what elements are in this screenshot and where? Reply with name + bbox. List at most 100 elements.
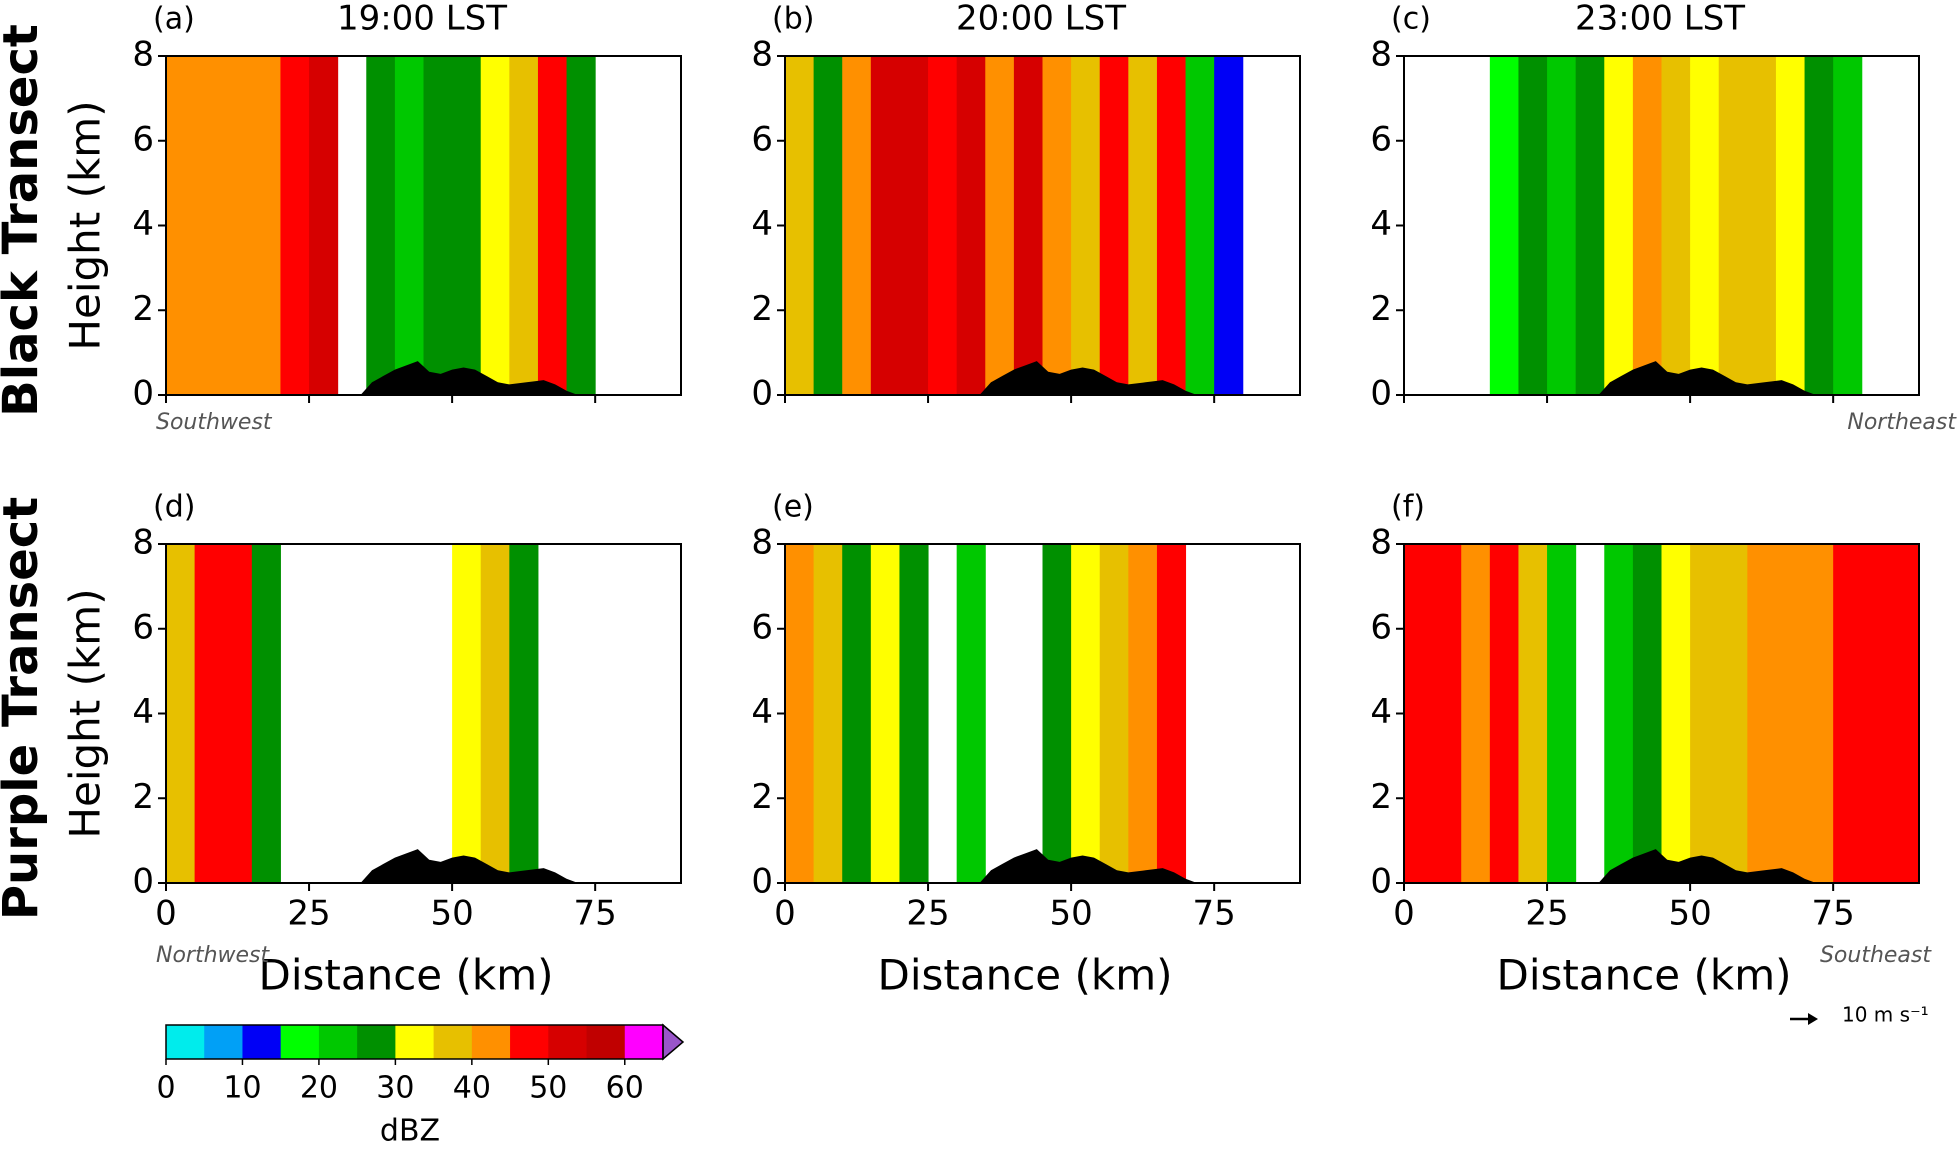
reflectivity-column [1042, 544, 1072, 883]
reflectivity-column [366, 56, 396, 395]
panel-title: 23:00 LST [1575, 0, 1745, 39]
y-tick-label: 2 [1370, 777, 1392, 817]
reflectivity-column [928, 56, 958, 395]
y-tick-label: 2 [751, 289, 773, 329]
terrain [1598, 361, 1816, 395]
colorbar-segment [624, 1025, 664, 1059]
y-tick-label: 6 [132, 607, 154, 647]
reflectivity-column [1099, 544, 1129, 883]
colorbar-extend [662, 1023, 685, 1061]
y-tick-label: 8 [132, 35, 154, 75]
reflectivity-column [166, 56, 196, 395]
reflectivity-column [1604, 544, 1634, 883]
colorbar-segment [510, 1025, 549, 1059]
colorbar-tick-label: 10 [223, 1071, 261, 1106]
colorbar-tick-label: 20 [300, 1071, 338, 1106]
reflectivity-column [956, 56, 986, 395]
x-tick-label: 50 [1049, 894, 1092, 934]
y-tick-label: 8 [1370, 35, 1392, 75]
y-tick-label: 6 [1370, 119, 1392, 159]
y-tick-label: 4 [132, 204, 154, 244]
reflectivity-column [870, 544, 900, 883]
vector-key-head [1808, 1013, 1818, 1025]
reflectivity-column [1690, 544, 1720, 883]
x-tick-label: 75 [1193, 894, 1236, 934]
reflectivity-column [509, 544, 539, 883]
y-tick-label: 2 [132, 289, 154, 329]
terrain [360, 849, 578, 883]
y-tick-label: 4 [1370, 692, 1392, 732]
reflectivity-column [1518, 56, 1548, 395]
x-tick-label: 50 [1668, 894, 1711, 934]
reflectivity-column [166, 544, 196, 883]
reflectivity-column [1833, 544, 1863, 883]
reflectivity-column [509, 56, 539, 395]
reflectivity-column [899, 544, 929, 883]
panel-label: (a) [153, 2, 195, 37]
y-tick-label: 4 [1370, 204, 1392, 244]
colorbar-tick-label: 60 [606, 1071, 644, 1106]
y-tick-label: 6 [1370, 607, 1392, 647]
panel-label: (f) [1391, 490, 1425, 525]
reflectivity-column [1833, 56, 1863, 395]
x-tick-label: 25 [906, 894, 949, 934]
reflectivity-column [1214, 56, 1244, 395]
y-tick-label: 2 [132, 777, 154, 817]
y-tick-label: 0 [751, 374, 773, 414]
reflectivity-column [309, 56, 339, 395]
colorbar-tick-label: 50 [529, 1071, 567, 1106]
reflectivity-column [1156, 56, 1187, 395]
y-tick-label: 2 [751, 777, 773, 817]
reflectivity-column [813, 56, 843, 395]
y-tick-label: 8 [751, 523, 773, 563]
panel: 0 2 4 6 8(a) 19:00 LST Height (km) Southwest [61, 0, 682, 435]
colorbar-segment [242, 1025, 282, 1059]
reflectivity-column [251, 544, 281, 883]
reflectivity-column [842, 544, 872, 883]
y-tick-label: 6 [751, 119, 773, 159]
colorbar-segment [395, 1025, 435, 1059]
reflectivity-column [480, 544, 510, 883]
reflectivity-column [1128, 544, 1158, 883]
reflectivity-column [1604, 56, 1634, 395]
x-tick-label: 0 [1393, 894, 1415, 934]
reflectivity-column [1775, 544, 1806, 883]
reflectivity-column [223, 544, 253, 883]
reflectivity-column [899, 56, 929, 395]
reflectivity-column [1718, 544, 1748, 883]
reflectivity-column [1718, 56, 1748, 395]
colorbar-segment [586, 1025, 626, 1059]
colorbar-segment [433, 1025, 473, 1059]
reflectivity-column [280, 56, 310, 395]
reflectivity-column [1747, 56, 1777, 395]
terrain [979, 361, 1197, 395]
row-label: Black Transect [0, 24, 49, 417]
colorbar-frame [165, 1024, 664, 1060]
reflectivity-column [1461, 544, 1491, 883]
panel-label: (d) [153, 490, 195, 525]
vector-key-label: 10 m s⁻¹ [1842, 1003, 1929, 1027]
colorbar-label: dBZ [380, 1114, 440, 1149]
colorbar-segment [166, 1025, 205, 1059]
panel: 0 2 4 6 8(c) 23:00 LST Northeast [1370, 0, 1957, 435]
y-tick-label: 0 [1370, 374, 1392, 414]
reflectivity-column [1042, 56, 1072, 395]
reflectivity-column [480, 56, 510, 395]
reflectivity-column [394, 56, 424, 395]
reflectivity-column [1432, 544, 1462, 883]
reflectivity-column [452, 544, 482, 883]
x-axis-label: Distance (km) [877, 951, 1172, 1000]
direction-label: Northwest [156, 943, 271, 968]
reflectivity-column [1747, 544, 1777, 883]
y-tick-label: 4 [751, 692, 773, 732]
panel: 0 2 4 6 8 0 25 50 75 (f) Distance (km) Southeast [1370, 490, 1932, 1000]
panel-label: (c) [1391, 2, 1431, 37]
direction-label: Southwest [156, 410, 273, 435]
reflectivity-column [1128, 56, 1158, 395]
reflectivity-column [223, 56, 253, 395]
reflectivity-column [1404, 544, 1434, 883]
y-tick-label: 8 [132, 523, 154, 563]
reflectivity-column [1099, 56, 1129, 395]
panel-title: 19:00 LST [337, 0, 507, 39]
